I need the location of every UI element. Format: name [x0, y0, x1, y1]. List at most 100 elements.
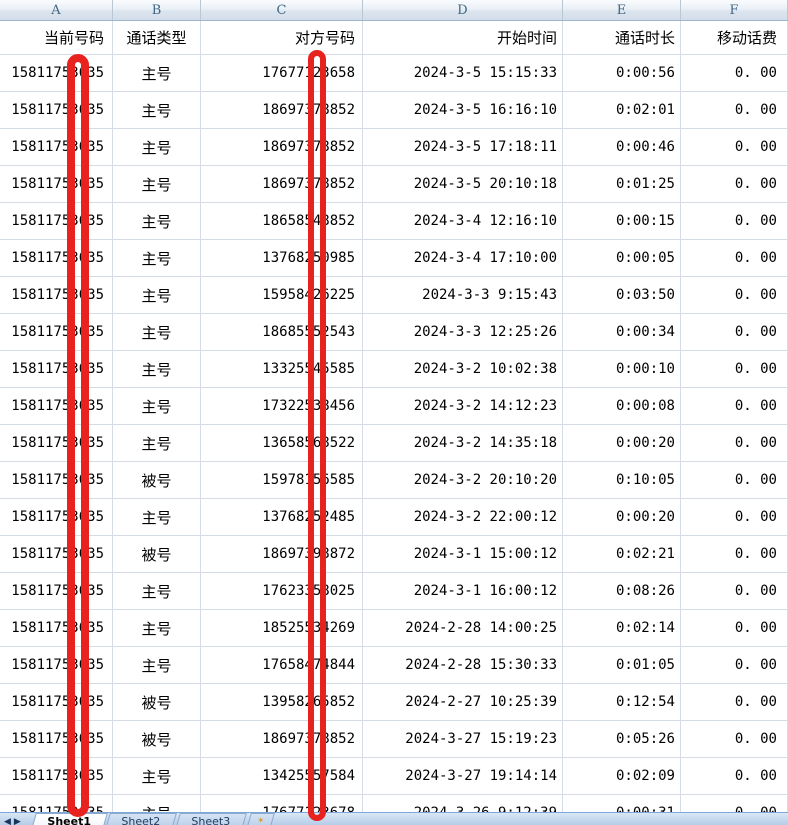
cell-A5[interactable]: 15811753635 — [0, 166, 113, 203]
cell-E1[interactable]: 通话时长 — [563, 21, 681, 55]
cell-D19[interactable]: 2024-2-27 10:25:39 — [363, 684, 563, 721]
cell-D17[interactable]: 2024-2-28 14:00:25 — [363, 610, 563, 647]
cell-B5[interactable]: 主号 — [113, 166, 201, 203]
cell-A16[interactable]: 15811753635 — [0, 573, 113, 610]
cell-F7[interactable]: 0. 00 — [681, 240, 788, 277]
cell-B12[interactable]: 主号 — [113, 425, 201, 462]
cell-F13[interactable]: 0. 00 — [681, 462, 788, 499]
cell-A8[interactable]: 15811753635 — [0, 277, 113, 314]
cell-F20[interactable]: 0. 00 — [681, 721, 788, 758]
cell-B20[interactable]: 被号 — [113, 721, 201, 758]
cell-B17[interactable]: 主号 — [113, 610, 201, 647]
cell-E17[interactable]: 0:02:14 — [563, 610, 681, 647]
cell-C8[interactable]: 15958426225 — [201, 277, 363, 314]
cell-C17[interactable]: 18525534269 — [201, 610, 363, 647]
cell-B13[interactable]: 被号 — [113, 462, 201, 499]
cell-B4[interactable]: 主号 — [113, 129, 201, 166]
cell-E15[interactable]: 0:02:21 — [563, 536, 681, 573]
cell-A3[interactable]: 15811753635 — [0, 92, 113, 129]
cell-C9[interactable]: 18685552543 — [201, 314, 363, 351]
cell-F4[interactable]: 0. 00 — [681, 129, 788, 166]
cell-B6[interactable]: 主号 — [113, 203, 201, 240]
cell-C10[interactable]: 13325545585 — [201, 351, 363, 388]
column-header-a[interactable]: A — [0, 0, 113, 20]
cell-C16[interactable]: 17623358025 — [201, 573, 363, 610]
cell-F9[interactable]: 0. 00 — [681, 314, 788, 351]
cell-F6[interactable]: 0. 00 — [681, 203, 788, 240]
cell-A11[interactable]: 15811753635 — [0, 388, 113, 425]
cell-F16[interactable]: 0. 00 — [681, 573, 788, 610]
prev-sheet-icon[interactable]: ◀ — [4, 817, 11, 825]
cell-D15[interactable]: 2024-3-1 15:00:12 — [363, 536, 563, 573]
cell-D2[interactable]: 2024-3-5 15:15:33 — [363, 55, 563, 92]
cell-F21[interactable]: 0. 00 — [681, 758, 788, 795]
cell-A9[interactable]: 15811753635 — [0, 314, 113, 351]
cell-A14[interactable]: 15811753635 — [0, 499, 113, 536]
cell-C19[interactable]: 13958265852 — [201, 684, 363, 721]
cell-E5[interactable]: 0:01:25 — [563, 166, 681, 203]
cell-F12[interactable]: 0. 00 — [681, 425, 788, 462]
cell-B11[interactable]: 主号 — [113, 388, 201, 425]
column-header-f[interactable]: F — [681, 0, 788, 20]
insert-worksheet-tab[interactable]: ✶ — [245, 813, 275, 825]
cell-F8[interactable]: 0. 00 — [681, 277, 788, 314]
cell-D16[interactable]: 2024-3-1 16:00:12 — [363, 573, 563, 610]
cell-F5[interactable]: 0. 00 — [681, 166, 788, 203]
cell-D4[interactable]: 2024-3-5 17:18:11 — [363, 129, 563, 166]
cell-D8[interactable]: 2024-3-3 9:15:43 — [363, 277, 563, 314]
cell-C2[interactable]: 17677123658 — [201, 55, 363, 92]
cell-B1[interactable]: 通话类型 — [113, 21, 201, 55]
cell-A15[interactable]: 15811753635 — [0, 536, 113, 573]
cell-B7[interactable]: 主号 — [113, 240, 201, 277]
cell-E20[interactable]: 0:05:26 — [563, 721, 681, 758]
cell-B16[interactable]: 主号 — [113, 573, 201, 610]
cell-E4[interactable]: 0:00:46 — [563, 129, 681, 166]
cell-A20[interactable]: 15811753635 — [0, 721, 113, 758]
cell-B15[interactable]: 被号 — [113, 536, 201, 573]
cell-D21[interactable]: 2024-3-27 19:14:14 — [363, 758, 563, 795]
column-header-c[interactable]: C — [201, 0, 363, 20]
cell-A13[interactable]: 15811753635 — [0, 462, 113, 499]
cell-B9[interactable]: 主号 — [113, 314, 201, 351]
cell-C1[interactable]: 对方号码 — [201, 21, 363, 55]
cell-C20[interactable]: 18697378852 — [201, 721, 363, 758]
cell-E10[interactable]: 0:00:10 — [563, 351, 681, 388]
cell-E21[interactable]: 0:02:09 — [563, 758, 681, 795]
cell-E19[interactable]: 0:12:54 — [563, 684, 681, 721]
cell-C21[interactable]: 13425557584 — [201, 758, 363, 795]
cell-D10[interactable]: 2024-3-2 10:02:38 — [363, 351, 563, 388]
next-sheet-icon[interactable]: ▶ — [13, 817, 21, 825]
cell-E16[interactable]: 0:08:26 — [563, 573, 681, 610]
cell-C13[interactable]: 15978156585 — [201, 462, 363, 499]
cell-D1[interactable]: 开始时间 — [363, 21, 563, 55]
cell-F3[interactable]: 0. 00 — [681, 92, 788, 129]
cell-B18[interactable]: 主号 — [113, 647, 201, 684]
cell-C11[interactable]: 17322538456 — [201, 388, 363, 425]
tab-sheet2[interactable]: Sheet2 — [104, 813, 178, 825]
column-header-d[interactable]: D — [363, 0, 563, 20]
cell-D18[interactable]: 2024-2-28 15:30:33 — [363, 647, 563, 684]
cell-A21[interactable]: 15811753635 — [0, 758, 113, 795]
cell-B8[interactable]: 主号 — [113, 277, 201, 314]
cell-A4[interactable]: 15811753635 — [0, 129, 113, 166]
cell-C18[interactable]: 17658474844 — [201, 647, 363, 684]
cell-C3[interactable]: 18697378852 — [201, 92, 363, 129]
cell-A19[interactable]: 15811753635 — [0, 684, 113, 721]
cell-D6[interactable]: 2024-3-4 12:16:10 — [363, 203, 563, 240]
cell-E2[interactable]: 0:00:56 — [563, 55, 681, 92]
tab-sheet3[interactable]: Sheet3 — [174, 813, 247, 825]
cell-E14[interactable]: 0:00:20 — [563, 499, 681, 536]
cell-A18[interactable]: 15811753635 — [0, 647, 113, 684]
cell-E8[interactable]: 0:03:50 — [563, 277, 681, 314]
cell-A17[interactable]: 15811753635 — [0, 610, 113, 647]
cell-F11[interactable]: 0. 00 — [681, 388, 788, 425]
cell-F17[interactable]: 0. 00 — [681, 610, 788, 647]
cell-E3[interactable]: 0:02:01 — [563, 92, 681, 129]
cell-B14[interactable]: 主号 — [113, 499, 201, 536]
cell-A12[interactable]: 15811753635 — [0, 425, 113, 462]
column-header-e[interactable]: E — [563, 0, 681, 20]
cell-E11[interactable]: 0:00:08 — [563, 388, 681, 425]
cell-B2[interactable]: 主号 — [113, 55, 201, 92]
cell-A7[interactable]: 15811753635 — [0, 240, 113, 277]
cell-C4[interactable]: 18697378852 — [201, 129, 363, 166]
